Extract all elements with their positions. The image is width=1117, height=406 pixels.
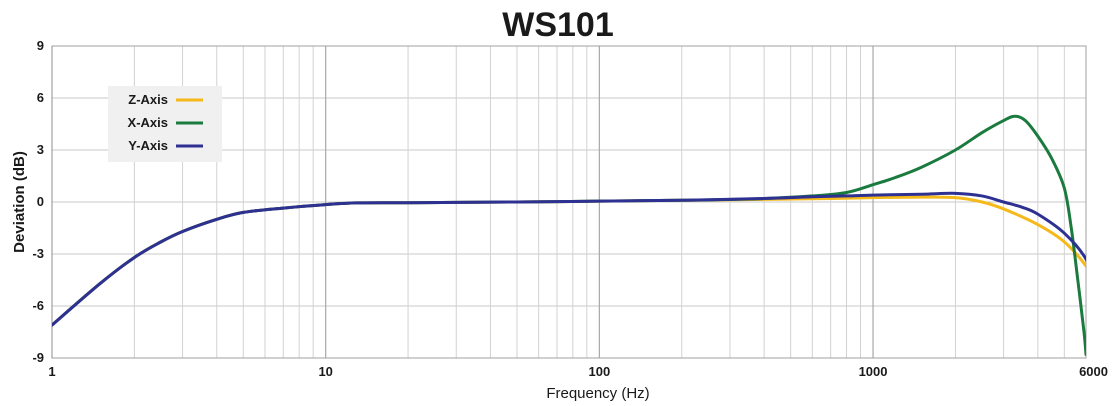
plot-frame [51,45,1087,359]
x-axis-label: Frequency (Hz) [546,385,649,402]
series-line-y-axis [52,191,1086,327]
legend-label: X-Axis [128,115,168,130]
y-tick-label: -3 [32,246,44,261]
y-tick-label: 3 [37,142,44,157]
x-tick-label: 1 [48,364,55,379]
x-tick-label: 100 [589,364,611,379]
y-tick-label: -9 [32,350,44,365]
series-lines [52,114,1086,357]
y-axis-ticks: -9 -6 -3 0 3 6 9 [32,38,44,365]
legend-label: Y-Axis [128,138,168,153]
legend-label: Z-Axis [128,92,168,107]
y-tick-label: -6 [32,298,44,313]
x-tick-label: 10 [318,364,332,379]
y-tick-label: 6 [37,90,44,105]
x-tick-label: 1000 [859,364,888,379]
y-axis-label: Deviation (dB) [11,151,28,253]
x-tick-label: 6000 [1079,364,1108,379]
y-tick-label: 9 [37,38,44,53]
x-axis-ticks: 1 10 100 1000 6000 [48,364,1108,379]
legend: Z-Axis X-Axis Y-Axis [108,86,222,162]
chart-title: WS101 [502,6,614,44]
y-tick-label: 0 [37,194,44,209]
